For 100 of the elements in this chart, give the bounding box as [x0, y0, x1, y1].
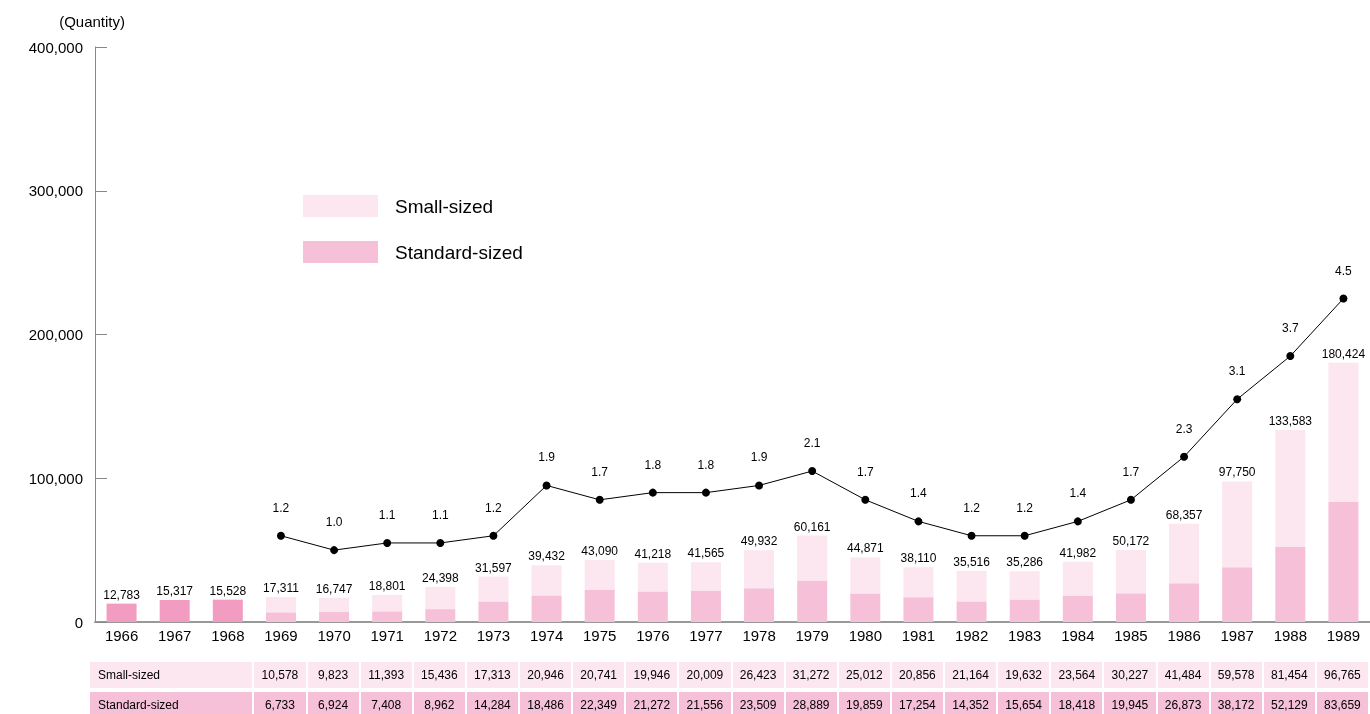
y-tick-label: 100,000 — [28, 469, 83, 487]
point — [595, 495, 604, 504]
bar — [1009, 599, 1040, 622]
bar — [1062, 595, 1093, 622]
data-label: 1.2 — [1016, 500, 1034, 515]
data-label: 3.7 — [1281, 321, 1299, 336]
data-label: 83,659 — [1316, 692, 1368, 714]
point — [755, 481, 764, 490]
total-label: 15,317 — [156, 583, 194, 598]
bar — [159, 599, 190, 622]
bar — [797, 535, 828, 581]
y-axis-title: (Quantity) — [59, 13, 125, 30]
total-label: 97,750 — [1218, 465, 1256, 480]
data-label: 1.4 — [1069, 486, 1087, 501]
point — [808, 467, 817, 476]
y-tick-label: 0 — [74, 613, 83, 631]
data-label: 11,393 — [360, 662, 412, 688]
point — [1020, 531, 1029, 540]
total-label: 12,783 — [103, 587, 141, 602]
y-tick-label: 300,000 — [28, 182, 83, 200]
data-label: 1.9 — [750, 450, 768, 465]
bar — [1115, 593, 1146, 622]
data-label: 26,423 — [732, 662, 784, 688]
data-label: 1.2 — [485, 500, 503, 515]
data-label: 21,272 — [626, 692, 678, 714]
total-label: 18,801 — [368, 578, 406, 593]
data-label: 2.3 — [1175, 421, 1193, 436]
data-label: 81,454 — [1263, 662, 1315, 688]
point — [648, 488, 657, 497]
bar — [319, 597, 350, 613]
bar — [1115, 549, 1146, 594]
text: Standard-sized — [98, 698, 179, 712]
bar — [425, 609, 456, 622]
data-label: 4.5 — [1335, 263, 1353, 278]
point — [1180, 452, 1189, 461]
data-label: 30,227 — [1104, 662, 1156, 688]
data-label: 9,823 — [307, 662, 359, 688]
data-label: 14,284 — [466, 692, 518, 714]
point — [861, 495, 870, 504]
total-label: 180,424 — [1321, 346, 1366, 361]
data-label: 19,945 — [1104, 692, 1156, 714]
bar — [319, 612, 350, 622]
total-label: 41,218 — [634, 546, 672, 561]
total-label: 15,528 — [209, 583, 247, 598]
bar — [1169, 523, 1200, 584]
data-label: 18,486 — [520, 692, 572, 714]
bar — [744, 588, 775, 622]
data-label: 25,012 — [838, 662, 890, 688]
data-label: 1.1 — [431, 507, 449, 522]
bar — [903, 567, 934, 598]
x-tick-label: 1988 — [1273, 627, 1307, 644]
data-label: 7,408 — [360, 692, 412, 714]
data-label: 59,578 — [1210, 662, 1262, 688]
total-label: 43,090 — [581, 544, 619, 559]
data-label: 2.1 — [803, 436, 821, 451]
total-label: 50,172 — [1112, 533, 1150, 548]
bar — [637, 562, 668, 592]
bar — [850, 593, 881, 622]
point — [967, 531, 976, 540]
x-tick-label: 1979 — [795, 627, 829, 644]
x-tick-label: 1983 — [1008, 627, 1042, 644]
data-label: 1.2 — [272, 500, 290, 515]
bar — [478, 576, 509, 602]
x-tick-label: 1968 — [211, 627, 245, 644]
data-label: 1.2 — [963, 500, 981, 515]
data-label: 23,564 — [1051, 662, 1103, 688]
bar — [212, 599, 243, 622]
bar — [531, 565, 562, 596]
data-label: 21,164 — [945, 662, 997, 688]
bar — [265, 597, 296, 613]
bar — [956, 601, 987, 622]
total-label: 35,286 — [1006, 555, 1044, 570]
data-label: 19,946 — [626, 662, 678, 688]
bar — [956, 570, 987, 602]
data-label: 1.1 — [378, 507, 396, 522]
data-label: 23,509 — [732, 692, 784, 714]
total-label: 41,565 — [687, 546, 725, 561]
data-label: 1.4 — [910, 486, 928, 501]
data-label: 41,484 — [1157, 662, 1209, 688]
x-tick-label: 1989 — [1326, 627, 1361, 644]
text: Small-sized — [98, 668, 161, 682]
data-label: 96,765 — [1316, 662, 1368, 688]
data-label: 20,856 — [891, 662, 943, 688]
bar — [1275, 429, 1306, 548]
x-tick-label: 1980 — [848, 627, 882, 644]
bar — [372, 594, 403, 612]
data-label: 15,436 — [413, 662, 465, 688]
x-tick-label: 1975 — [583, 627, 617, 644]
total-label: 17,311 — [263, 581, 300, 596]
bar — [1009, 571, 1040, 600]
total-label: 41,982 — [1059, 545, 1097, 560]
total-label: 38,110 — [900, 551, 937, 566]
total-label: 39,432 — [528, 549, 566, 564]
bar — [372, 611, 403, 622]
point — [914, 517, 923, 526]
legend-label: Small-sized — [395, 195, 494, 217]
data-label: 1.7 — [1122, 464, 1140, 479]
data-label: 19,632 — [998, 662, 1050, 688]
data-label: 1.9 — [538, 450, 556, 465]
data-label: 6,924 — [307, 692, 359, 714]
